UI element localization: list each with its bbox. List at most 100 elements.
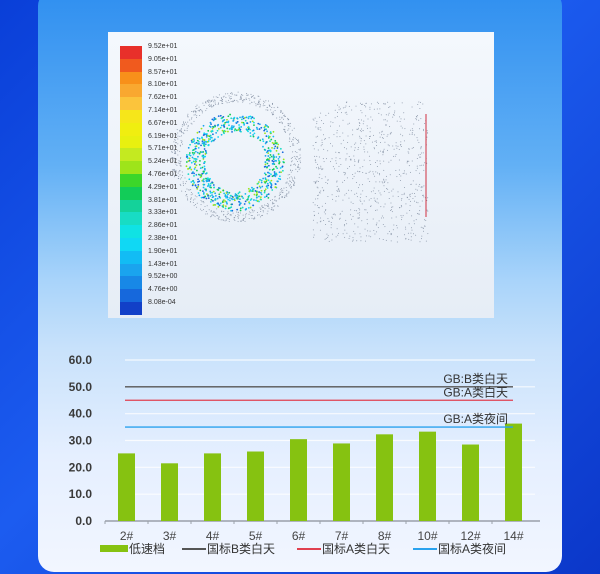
mesh-dot	[350, 159, 352, 161]
velocity-dot	[241, 121, 243, 124]
mesh-dot	[208, 104, 210, 106]
mesh-dot	[422, 227, 424, 229]
mesh-dot	[174, 139, 176, 141]
mesh-dot	[372, 190, 374, 192]
mesh-dot	[357, 148, 359, 150]
mesh-dot	[221, 100, 223, 102]
velocity-dot	[203, 133, 206, 136]
mesh-dot	[206, 213, 208, 215]
mesh-dot	[197, 109, 199, 111]
colorbar-label: 2.86e+01	[148, 222, 178, 230]
velocity-dot	[264, 181, 267, 184]
velocity-dot	[198, 194, 201, 197]
velocity-dot	[272, 156, 275, 159]
mesh-dot	[359, 135, 361, 137]
mesh-dot	[354, 223, 356, 225]
mesh-dot	[408, 152, 410, 154]
mesh-dot	[321, 120, 323, 122]
mesh-dot	[175, 142, 177, 144]
mesh-dot	[357, 212, 359, 214]
colorbar-label: 5.24e+01	[148, 158, 178, 166]
flow-simulation-image: 9.52e+01 9.05e+01 8.57e+01 8.10e+01 7.62e+01…	[108, 32, 494, 318]
velocity-dot	[279, 178, 282, 181]
mesh-dot	[314, 204, 316, 206]
velocity-dot	[266, 130, 268, 133]
mesh-dot	[191, 117, 193, 119]
mesh-dot	[383, 133, 385, 135]
velocity-dot	[257, 136, 260, 139]
mesh-dot	[422, 152, 424, 154]
mesh-dot	[318, 212, 320, 214]
mesh-dot	[208, 209, 210, 211]
colorbar-label: 8.57e+01	[148, 68, 178, 76]
velocity-dot	[232, 117, 235, 120]
mesh-dot	[346, 113, 348, 115]
mesh-dot	[245, 213, 247, 215]
mesh-dot	[415, 234, 417, 236]
velocity-dot	[231, 209, 234, 212]
mesh-dot	[360, 140, 362, 142]
colorbar-swatch	[120, 250, 142, 264]
mesh-dot	[230, 215, 232, 217]
mesh-dot	[228, 219, 230, 221]
mesh-dot	[210, 216, 212, 218]
mesh-dot	[395, 170, 397, 172]
mesh-dot	[412, 180, 414, 182]
mesh-dot	[347, 167, 349, 169]
mesh-dot	[374, 175, 376, 177]
mesh-dot	[418, 101, 420, 103]
mesh-dot	[265, 100, 267, 102]
velocity-dot	[267, 171, 269, 174]
mesh-dot	[379, 142, 381, 144]
mesh-dot	[372, 218, 374, 220]
mesh-dot	[220, 97, 222, 99]
mesh-dot	[281, 192, 283, 194]
mesh-dot	[358, 184, 360, 186]
mesh-dot	[417, 103, 419, 105]
mesh-dot	[359, 233, 361, 235]
velocity-dot	[190, 181, 193, 183]
mesh-dot	[425, 219, 427, 221]
mesh-dot	[201, 112, 203, 114]
mesh-dot	[260, 216, 262, 218]
mesh-dot	[360, 240, 362, 242]
mesh-dot	[291, 170, 293, 172]
mesh-dot	[289, 173, 291, 175]
mesh-dot	[360, 236, 362, 238]
mesh-dot	[264, 104, 266, 106]
mesh-dot	[232, 101, 234, 103]
velocity-dot	[262, 140, 265, 143]
mesh-dot	[397, 196, 399, 198]
mesh-dot	[196, 202, 198, 204]
mesh-dot	[400, 204, 402, 206]
velocity-dot	[272, 130, 275, 133]
velocity-dot	[247, 125, 250, 128]
bar	[419, 431, 436, 521]
mesh-dot	[336, 228, 338, 230]
mesh-dot	[389, 133, 391, 135]
velocity-dot	[246, 198, 248, 201]
velocity-dot	[204, 149, 207, 152]
velocity-dot	[271, 146, 273, 149]
velocity-dot	[270, 179, 273, 182]
bar	[118, 453, 135, 521]
velocity-dot	[268, 172, 271, 175]
mesh-dot	[355, 105, 357, 107]
colorbar-label: 6.19e+01	[148, 132, 178, 140]
velocity-dot	[238, 195, 241, 198]
mesh-dot	[344, 174, 346, 176]
velocity-dot	[270, 173, 272, 176]
mesh-dot	[335, 162, 337, 164]
colorbar-label: 6.67e+01	[148, 119, 178, 127]
mesh-dot	[427, 197, 429, 199]
velocity-dot	[249, 206, 252, 209]
mesh-dot	[330, 121, 332, 123]
mesh-dot	[252, 95, 254, 97]
mesh-dot	[316, 222, 318, 224]
mesh-dot	[227, 211, 229, 213]
mesh-dot	[319, 229, 321, 231]
mesh-dot	[387, 188, 389, 190]
mesh-dot	[382, 182, 384, 184]
mesh-dot	[323, 161, 325, 163]
velocity-dot	[221, 120, 224, 123]
